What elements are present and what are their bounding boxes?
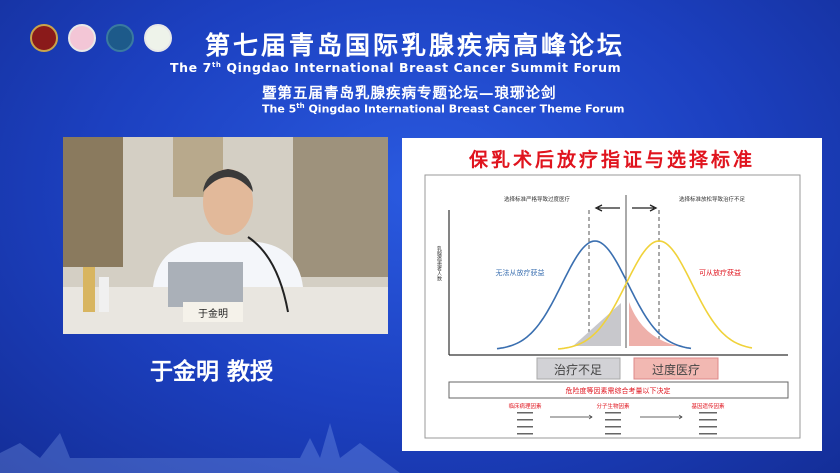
forum-subtitle-cn: 暨第五届青岛乳腺疾病专题论坛—琅琊论剑 [262, 86, 557, 102]
pink-ribbon-logo [68, 24, 96, 52]
association-logo [106, 24, 134, 52]
cross-logo [144, 24, 172, 52]
benefit-label: 可从放疗获益 [699, 268, 741, 277]
flow-arrow-1 [550, 414, 593, 420]
undertreatment-text: 治疗不足 [554, 363, 602, 377]
factor-genetic: 基因遗传因素 [691, 402, 725, 410]
slide-title: 保乳术后放疗指证与选择标准 [468, 148, 755, 171]
video-frame: 于金明 [63, 137, 388, 334]
presentation-slide: 保乳术后放疗指证与选择标准 乳腺癌患者人数 选择标准严格导致过度医疗 选择标准放… [402, 138, 822, 451]
nameplate-text: 于金明 [198, 307, 228, 320]
overtreatment-text: 过度医疗 [652, 362, 700, 377]
microphone [247, 236, 289, 313]
no-benefit-label: 无法从放疗获益 [496, 268, 545, 277]
factor-detail-lines [517, 412, 717, 435]
factor-molecular: 分子生物因素 [596, 402, 630, 410]
factor-clinical: 临床病理因素 [508, 402, 542, 410]
logo-group [30, 24, 172, 52]
forum-subtitle-en: The 5th Qingdao International Breast Can… [262, 102, 625, 116]
city-skyline-decoration [0, 423, 400, 473]
forum-title-cn: 第七届青岛国际乳腺疾病高峰论坛 [205, 31, 626, 60]
speaker-video-feed[interactable]: 于金明 [63, 137, 388, 334]
event-banner: 第七届青岛国际乳腺疾病高峰论坛 The 7th Qingdao Internat… [0, 0, 840, 130]
decision-text: 危险度等因素需综合考量以下决定 [566, 386, 671, 395]
left-arrow [594, 204, 620, 212]
hospital-logo [30, 24, 58, 52]
left-note: 选择标准严格导致过度医疗 [504, 195, 571, 203]
flow-arrow-2 [640, 414, 683, 420]
forum-title-en: The 7th Qingdao International Breast Can… [170, 60, 622, 75]
diagram-frame [424, 174, 801, 439]
no-benefit-curve [496, 240, 692, 350]
speaker-name: 于金明 教授 [150, 359, 274, 385]
benefit-curve [557, 240, 753, 350]
undertreatment-area [573, 303, 621, 346]
y-axis-label: 乳腺癌患者人数 [436, 245, 442, 282]
undertreatment-box [536, 357, 621, 380]
overtreatment-area [629, 302, 678, 346]
nameplate [183, 302, 243, 322]
right-arrow [632, 204, 658, 212]
decision-box [448, 381, 789, 399]
overtreatment-box [633, 357, 719, 380]
right-note: 选择标准放松导致治疗不足 [679, 195, 746, 203]
